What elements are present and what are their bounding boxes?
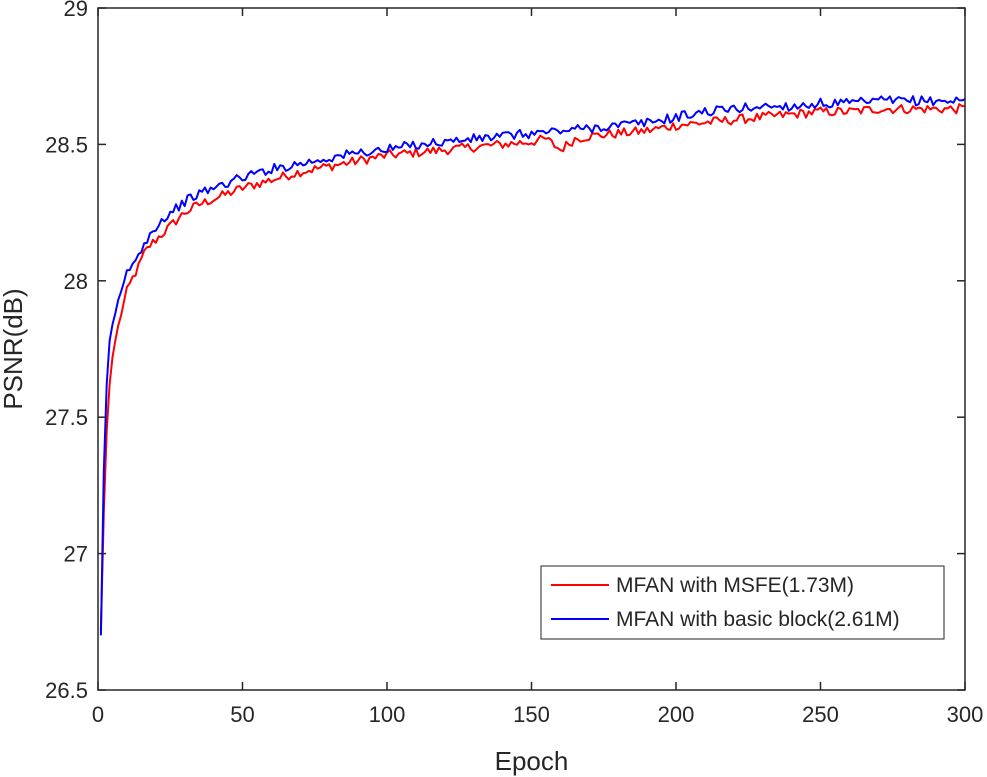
y-tick-label: 27.5 <box>45 405 88 430</box>
x-tick-label: 0 <box>92 702 104 727</box>
y-tick-label: 27 <box>64 542 88 567</box>
y-tick-label: 29 <box>64 0 88 21</box>
y-tick-label: 26.5 <box>45 678 88 703</box>
y-tick-label: 28 <box>64 269 88 294</box>
series-layer <box>99 95 966 636</box>
series-line-0 <box>99 103 965 631</box>
y-tick-label: 28.5 <box>45 132 88 157</box>
x-tick-label: 250 <box>802 702 839 727</box>
legend-label-basic-block: MFAN with basic block(2.61M) <box>616 608 900 631</box>
legend-label-msfe: MFAN with MSFE(1.73M) <box>616 574 854 597</box>
legend: MFAN with MSFE(1.73M) MFAN with basic bl… <box>540 565 945 640</box>
x-tick-label: 50 <box>230 702 254 727</box>
tick-layer: 0 50 100 150 200 250 300 26.5 27 27.5 28 28.5 29 <box>45 0 983 727</box>
y-axis-label: PSNR(dB) <box>0 288 28 409</box>
x-tick-label: 300 <box>947 702 984 727</box>
x-axis-label: Epoch <box>495 746 569 776</box>
series-line-1 <box>99 95 966 636</box>
x-tick-label: 100 <box>369 702 406 727</box>
x-tick-label: 150 <box>513 702 550 727</box>
x-tick-label: 200 <box>658 702 695 727</box>
legend-box <box>540 565 945 640</box>
